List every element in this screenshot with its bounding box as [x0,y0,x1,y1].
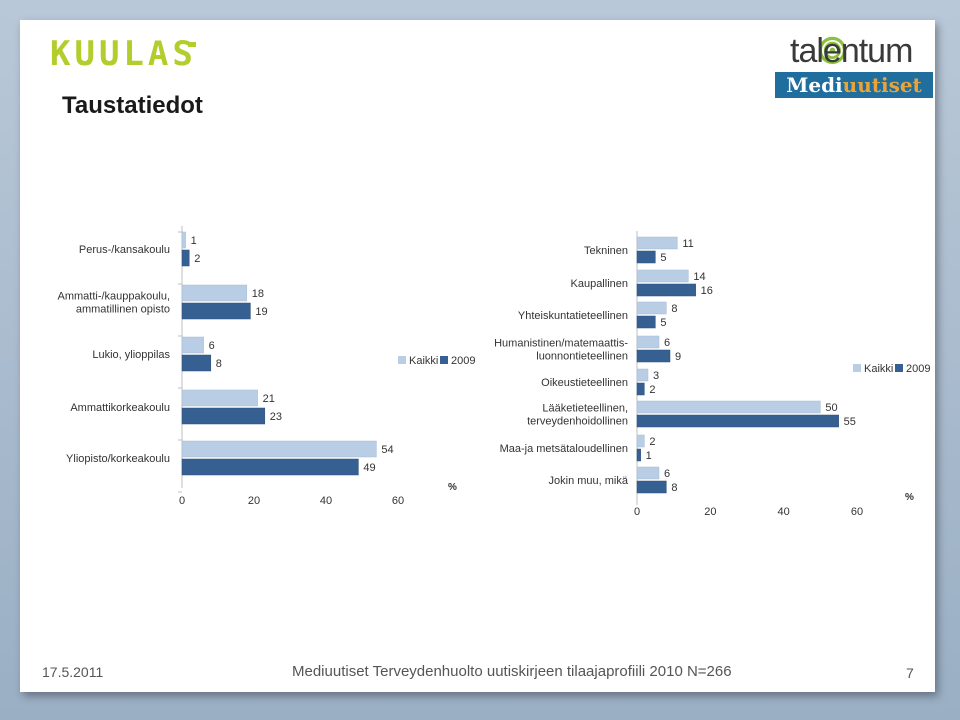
bar-2009 [181,249,190,267]
bar-2009 [636,414,839,428]
bar-kaikki [181,440,377,458]
bar-2009 [636,349,671,363]
category-label: Ammatti-/kauppakoulu, [58,291,171,303]
data-label: 54 [381,444,393,456]
category-label: Humanistinen/matemaattis- [494,338,628,350]
bar-kaikki [636,236,678,250]
bar-kaikki [636,335,660,349]
bar-2009 [181,302,251,320]
legend-swatch [853,364,861,372]
category-label: Oikeustieteellinen [541,377,628,389]
page-number: 7 [906,665,914,681]
x-tick-label: 0 [179,495,185,507]
category-label: terveydenhoidollinen [527,416,628,428]
legend-label: 2009 [906,363,930,375]
category-label: Yliopisto/korkeakoulu [66,453,170,465]
category-label: Lukio, ylioppilas [92,349,170,361]
x-tick-label: 40 [320,495,332,507]
bar-kaikki [181,389,258,407]
page-title: Taustatiedot [62,92,203,119]
category-label: Ammattikorkeakoulu [70,402,170,414]
data-label: 5 [660,317,666,329]
data-label: 49 [363,462,375,474]
data-label: 23 [270,411,282,423]
legend-label: Kaikki [409,355,438,367]
data-label: 3 [653,370,659,382]
unit-label: % [448,482,457,493]
bar-kaikki [636,400,821,414]
x-tick-label: 60 [392,495,404,507]
category-label: Jokin muu, mikä [549,475,629,487]
bar-kaikki [636,368,649,382]
bar-2009 [636,480,667,494]
category-label: ammatillinen opisto [76,304,170,316]
bar-2009 [636,382,645,396]
data-label: 5 [660,252,666,264]
legend-swatch [895,364,903,372]
bar-2009 [636,448,641,462]
bar-kaikki [636,466,660,480]
x-tick-label: 20 [704,506,716,518]
footer-date: 17.5.2011 [42,664,104,680]
data-label: 8 [671,482,677,494]
bar-2009 [636,250,656,264]
bar-kaikki [636,301,667,315]
legend-swatch [398,356,406,364]
talentum-logo-text: talentum [790,32,913,70]
data-label: 6 [664,468,670,480]
bar-kaikki [181,231,186,249]
data-label: 14 [693,271,705,283]
bar-kaikki [181,284,248,302]
data-label: 19 [255,306,267,318]
data-label: 16 [701,285,713,297]
bar-2009 [181,407,266,425]
bar-2009 [636,283,696,297]
data-label: 8 [671,303,677,315]
category-label: luonnontieteellinen [536,351,628,363]
slide: KUULAS talentum Mediuutiset Taustatiedot… [20,20,935,692]
x-tick-label: 0 [634,506,640,518]
category-label: Perus-/kansakoulu [79,244,170,256]
category-label: Yhteiskuntatieteellinen [518,310,628,322]
bar-kaikki [181,336,204,354]
x-tick-label: 20 [248,495,260,507]
data-label: 2 [649,436,655,448]
x-tick-label: 60 [851,506,863,518]
data-label: 2 [194,253,200,265]
unit-label: % [905,492,914,503]
data-label: 18 [252,288,264,300]
data-label: 8 [216,358,222,370]
category-label: Tekninen [584,245,628,257]
bar-2009 [636,315,656,329]
kuulas-logo-mark [188,42,196,47]
legend-swatch [440,356,448,364]
data-label: 21 [263,393,275,405]
category-label: Maa-ja metsätaloudellinen [500,443,628,455]
bar-2009 [181,458,359,476]
data-label: 6 [664,337,670,349]
bar-kaikki [636,434,645,448]
data-label: 55 [844,416,856,428]
bar-2009 [181,354,212,372]
category-label: Kaupallinen [571,278,629,290]
footer-text: Mediuutiset Terveydenhuolto uutiskirjeen… [292,663,732,680]
talentum-logo-icon [818,36,846,64]
data-label: 1 [191,235,197,247]
data-label: 1 [646,450,652,462]
data-label: 11 [682,238,693,250]
data-label: 9 [675,351,681,363]
legend-label: Kaikki [864,363,893,375]
bar-kaikki [636,269,689,283]
data-label: 6 [209,340,215,352]
data-label: 50 [825,402,837,414]
category-label: Lääketieteellinen, [542,403,628,415]
kuulas-logo: KUULAS [50,34,197,74]
x-tick-label: 40 [778,506,790,518]
data-label: 2 [649,384,655,396]
mediuutiset-logo: Mediuutiset [775,72,933,98]
legend-label: 2009 [451,355,475,367]
